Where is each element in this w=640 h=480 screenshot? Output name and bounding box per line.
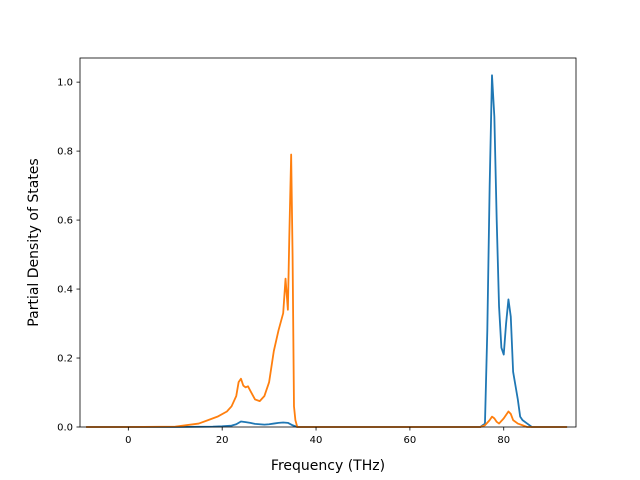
y-tick-label: 0.2	[57, 354, 73, 365]
x-tick-label: 80	[497, 435, 510, 446]
series-layer	[86, 74, 568, 428]
x-tick-label: 20	[216, 435, 229, 446]
series-line-1	[86, 74, 568, 428]
ticks-layer: 0 20 40 60 80 0.0 0.2 0.4 0.6 0.8 1.0	[57, 78, 510, 446]
y-axis-label: Partial Density of States	[26, 158, 42, 326]
x-tick-label: 0	[125, 435, 131, 446]
x-tick-label: 60	[404, 435, 417, 446]
y-tick-label: 0.4	[57, 285, 73, 296]
y-tick-label: 0.8	[57, 147, 73, 158]
plot-area-frame	[79, 57, 577, 428]
y-tick-label: 0.0	[57, 423, 73, 434]
x-axis-label: Frequency (THz)	[271, 458, 385, 474]
series-line-2	[86, 153, 568, 428]
x-tick-label: 40	[310, 435, 323, 446]
y-tick-label: 0.6	[57, 216, 73, 227]
y-tick-label: 1.0	[57, 78, 73, 89]
